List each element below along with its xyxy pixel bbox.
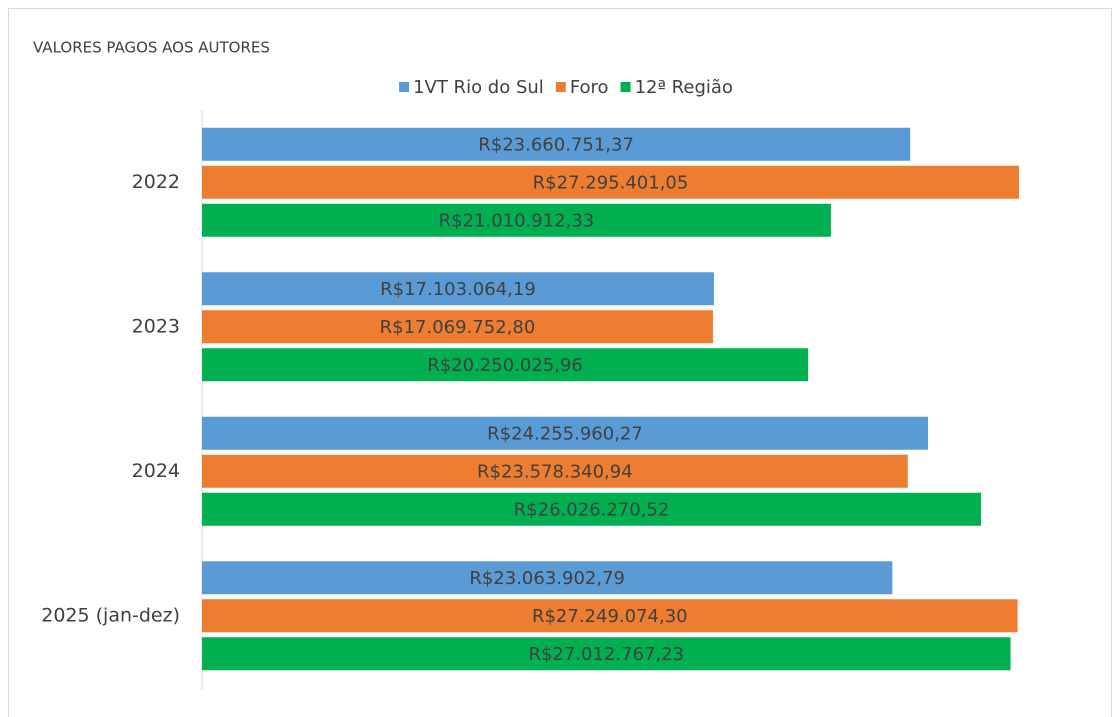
bar — [202, 492, 982, 526]
bar — [202, 165, 1019, 199]
value-label: R$27.249.074,30 — [532, 606, 688, 627]
bar — [202, 127, 911, 161]
bar — [202, 561, 893, 595]
bar — [202, 272, 714, 306]
value-label: R$23.660.751,37 — [478, 134, 634, 155]
category-label: 2024 — [132, 460, 180, 482]
legend-label: Foro — [570, 77, 609, 98]
value-label: R$17.103.064,19 — [380, 279, 536, 300]
category-label: 2022 — [132, 171, 180, 193]
value-label: R$17.069.752,80 — [380, 317, 536, 338]
bar — [202, 599, 1018, 633]
bar — [202, 348, 809, 382]
bar — [202, 454, 908, 488]
legend-swatch — [620, 82, 631, 92]
value-label: R$24.255.960,27 — [487, 423, 643, 444]
value-label: R$20.250.025,96 — [427, 355, 583, 376]
bar — [202, 203, 831, 237]
value-label: R$23.578.340,94 — [477, 461, 633, 482]
category-label: 2025 (jan-dez) — [41, 604, 180, 626]
legend-swatch — [555, 82, 566, 92]
value-label: R$23.063.902,79 — [469, 568, 625, 589]
legend-label: 1VT Rio do Sul — [413, 77, 544, 98]
bar — [202, 637, 1011, 671]
legend-swatch — [399, 82, 410, 92]
chart-title: VALORES PAGOS AOS AUTORES — [33, 39, 270, 57]
value-label: R$27.012.767,23 — [528, 644, 684, 665]
bar — [202, 310, 713, 344]
bar — [202, 416, 929, 450]
category-label: 2023 — [132, 315, 180, 337]
value-label: R$21.010.912,33 — [439, 210, 595, 231]
value-label: R$27.295.401,05 — [533, 172, 689, 193]
value-label: R$26.026.270,52 — [514, 499, 670, 520]
legend-label: 12ª Região — [635, 77, 733, 98]
